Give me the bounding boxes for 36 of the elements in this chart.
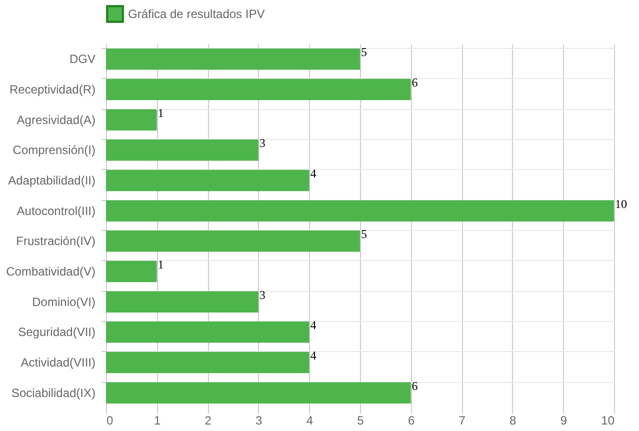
x-tick-label: 1 bbox=[154, 414, 161, 428]
data-label: 10 bbox=[615, 196, 627, 211]
x-tick-label: 8 bbox=[510, 414, 517, 428]
y-tick-label: Agresividad(A) bbox=[16, 112, 96, 127]
data-label: 3 bbox=[259, 136, 266, 150]
legend-label: Gráfica de resultados IPV bbox=[128, 7, 265, 21]
y-tick-label: Actividad(VIII) bbox=[20, 356, 96, 370]
x-tick-label: 4 bbox=[306, 414, 314, 428]
x-tick-label: 7 bbox=[458, 414, 466, 428]
y-tick-label: Sociabilidad(IX) bbox=[11, 386, 96, 400]
data-label: 1 bbox=[158, 106, 164, 120]
y-tick-label: Autocontrol(III) bbox=[16, 204, 96, 218]
data-label: 3 bbox=[259, 288, 266, 302]
x-tick-label: 0 bbox=[106, 414, 114, 428]
x-tick-label: 3 bbox=[256, 414, 263, 428]
x-tick-label: 5 bbox=[357, 414, 364, 428]
data-label: 1 bbox=[158, 258, 164, 272]
y-tick-label: Adaptabilidad(II) bbox=[8, 174, 96, 188]
y-tick-label: Comprensión(I) bbox=[12, 143, 96, 158]
y-tick-label: Receptividad(R) bbox=[9, 82, 96, 96]
data-label: 5 bbox=[361, 45, 367, 60]
x-tick-label: 10 bbox=[601, 414, 615, 428]
data-label: 5 bbox=[361, 227, 367, 242]
data-label: 6 bbox=[412, 76, 418, 90]
data-label: 4 bbox=[310, 318, 316, 332]
y-tick-label: DGV bbox=[69, 52, 96, 66]
x-tick-label: 9 bbox=[560, 414, 568, 428]
y-tick-label: Combatividad(V) bbox=[6, 264, 96, 278]
data-label: 6 bbox=[412, 378, 418, 393]
x-tick-label: 2 bbox=[204, 414, 212, 428]
x-tick-label: 6 bbox=[408, 414, 415, 428]
data-label: 4 bbox=[310, 348, 316, 362]
data-label: 4 bbox=[310, 166, 316, 180]
y-tick-label: Frustración(IV) bbox=[16, 234, 96, 248]
y-tick-label: Dominio(VI) bbox=[32, 294, 96, 309]
y-tick-label: Seguridad(VII) bbox=[18, 325, 96, 340]
